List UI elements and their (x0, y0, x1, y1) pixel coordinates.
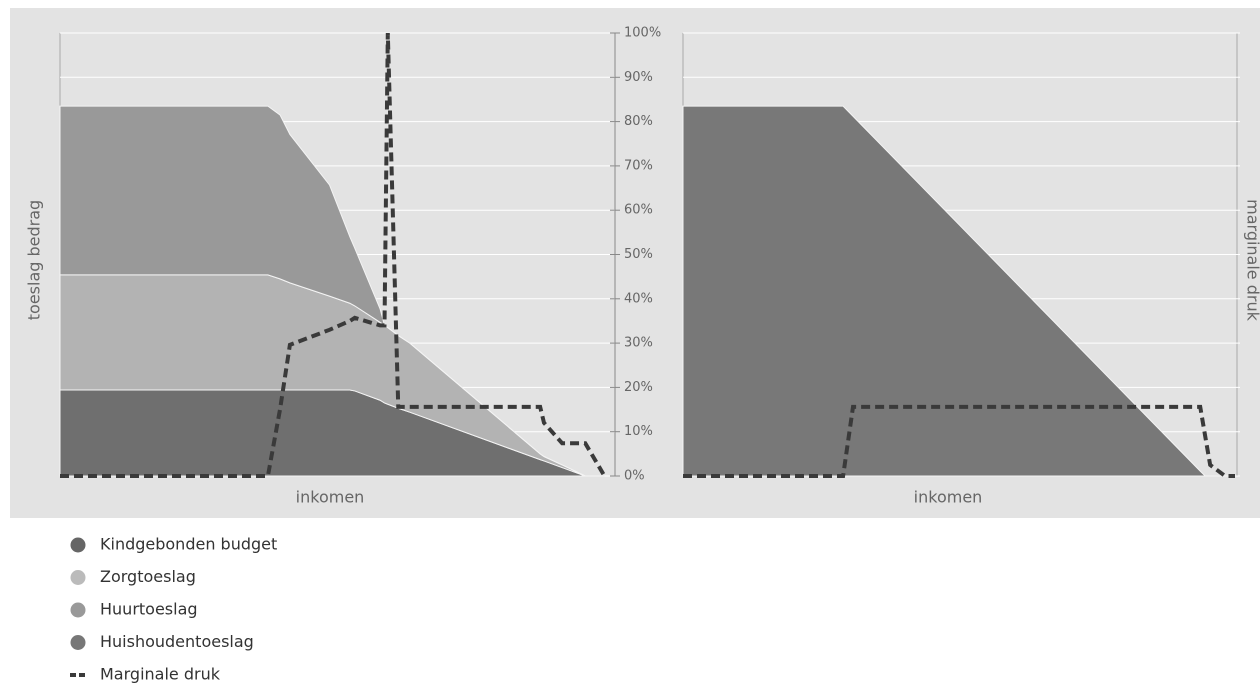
legend-swatch (70, 570, 86, 585)
y2-tick-label: 30% (624, 336, 653, 351)
x-axis-label: inkomen (914, 488, 983, 507)
legend-swatch (70, 635, 86, 650)
y2-tick-label: 60% (624, 203, 653, 218)
y2-tick-label: 70% (624, 158, 653, 173)
y2-tick-label: 50% (624, 247, 653, 262)
y2-tick-label: 80% (624, 114, 653, 129)
y-axis-label: toeslag bedrag (25, 200, 44, 320)
legend-swatch (70, 602, 86, 618)
y2-axis-label: marginale druk (1244, 199, 1260, 321)
legend-label: Kindgebonden budget (100, 535, 277, 554)
y2-tick-label: 20% (624, 380, 653, 395)
y2-tick-label: 40% (624, 291, 653, 306)
y2-tick-label: 100% (624, 26, 661, 41)
y2-tick-label: 0% (624, 469, 645, 484)
y2-tick-label: 10% (624, 424, 653, 439)
legend-label: Marginale druk (100, 665, 221, 684)
line (683, 404, 1235, 478)
legend-label: Zorgtoeslag (100, 567, 196, 586)
x-axis-label: inkomen (296, 488, 365, 507)
legend-swatch (70, 537, 86, 553)
legend-label: Huishoudentoeslag (100, 632, 254, 651)
line (60, 32, 607, 478)
area (59, 105, 605, 477)
legend-label: Huurtoeslag (100, 600, 198, 619)
y2-tick-label: 90% (624, 70, 653, 85)
